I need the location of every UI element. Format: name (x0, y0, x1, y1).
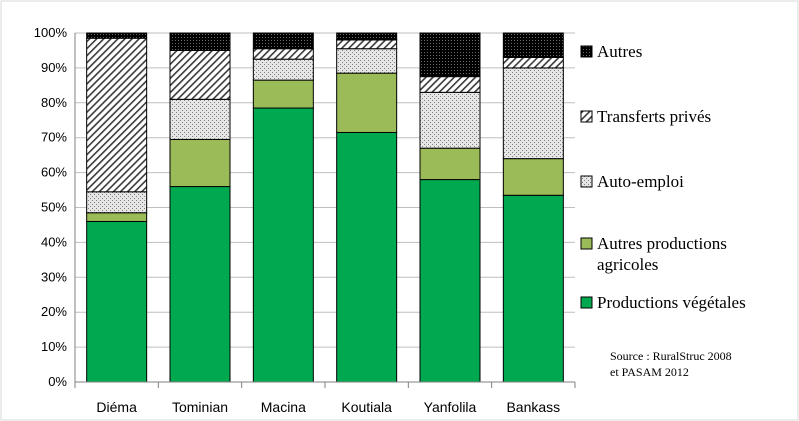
legend-swatch (580, 237, 593, 250)
bar-segment (169, 186, 231, 383)
bar-segment (86, 37, 148, 193)
y-tick-label: 30% (41, 269, 67, 284)
bar-segment (169, 98, 231, 140)
bar-segment (336, 48, 398, 74)
bar-segment (86, 220, 148, 383)
y-tick-label: 90% (41, 60, 67, 75)
x-tick-label: Yanfolila (424, 399, 477, 415)
bar-segment (86, 212, 148, 222)
bar-segment (86, 191, 148, 214)
bar-segment (336, 72, 398, 133)
legend-label: Autres (597, 42, 642, 61)
x-tick-label: Bankass (506, 399, 560, 415)
bar-segment (169, 49, 231, 100)
bars (86, 32, 564, 383)
bar-segment (252, 32, 314, 50)
legend-swatch (580, 45, 593, 58)
legend-swatch (580, 296, 593, 309)
y-tick-label: 50% (41, 200, 67, 215)
bar-segment (419, 147, 481, 181)
y-tick-labels: 0% 10% 20% 30% 40% 50% 60% 70% 80% 90% 100% (34, 25, 68, 389)
y-tick-label: 20% (41, 304, 67, 319)
bar-segment (169, 138, 231, 188)
source-annotation: Source : RuralStruc 2008 et PASAM 2012 (610, 349, 732, 379)
bar-segment (252, 107, 314, 383)
y-tick-label: 0% (48, 374, 67, 389)
legend-label: Autres productions (597, 234, 727, 253)
legend-label: Auto-emploi (597, 172, 684, 191)
bar-segment (502, 32, 564, 58)
x-tick-label: Tominian (172, 399, 228, 415)
bar-segment (336, 32, 398, 41)
bar-segment (336, 131, 398, 383)
bar-segment (169, 32, 231, 51)
bar-segment (419, 76, 481, 93)
x-tick-label: Macina (261, 399, 306, 415)
bar-segment (419, 32, 481, 78)
legend-label: agricoles (597, 255, 658, 274)
bar-segment (502, 158, 564, 196)
bar-segment (252, 79, 314, 109)
bar-segment (252, 58, 314, 81)
bar-segment (502, 194, 564, 383)
bar-segment (502, 56, 564, 69)
y-tick-label: 40% (41, 234, 67, 249)
legend-label: Productions végétales (597, 293, 746, 312)
bar-segment (419, 91, 481, 149)
legend-swatch (580, 175, 593, 188)
legend-label: Transferts privés (597, 107, 711, 126)
bar-segment (502, 67, 564, 160)
y-tick-label: 60% (41, 165, 67, 180)
source-line-1: Source : RuralStruc 2008 (610, 349, 732, 363)
x-tick-labels: Diéma Tominian Macina Koutiala Yanfolila Bank… (96, 399, 560, 415)
x-tick-label: Diéma (96, 399, 137, 415)
y-tick-label: 100% (34, 25, 68, 40)
bar-segment (336, 39, 398, 50)
legend: Autres Transferts privés Auto-emploi Autres… (580, 42, 746, 312)
bar-segment (86, 32, 148, 39)
axes (74, 33, 576, 388)
y-tick-label: 80% (41, 95, 67, 110)
gridlines (75, 32, 575, 348)
source-line-2: et PASAM 2012 (610, 365, 689, 379)
bar-segment (419, 179, 481, 383)
y-tick-label: 10% (41, 339, 67, 354)
bar-segment (252, 48, 314, 60)
legend-swatch (580, 110, 593, 123)
y-tick-label: 70% (41, 130, 67, 145)
x-tick-label: Koutiala (341, 399, 392, 415)
